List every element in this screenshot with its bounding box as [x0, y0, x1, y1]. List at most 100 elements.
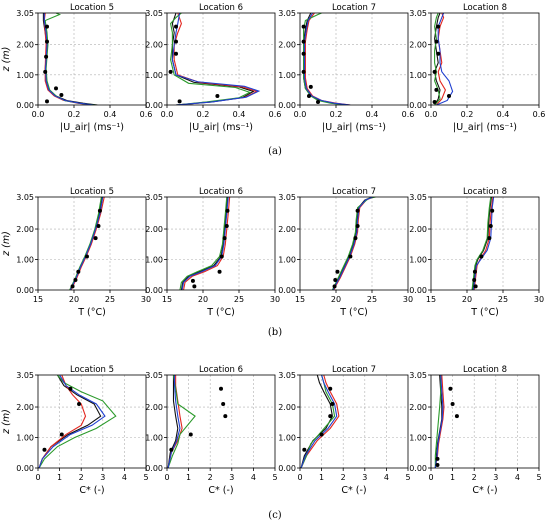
x-tick-label: 4	[515, 473, 520, 482]
axes-frame	[430, 12, 540, 106]
x-tick-label: 15	[426, 295, 436, 304]
y-tick-label: 2.00	[145, 403, 163, 412]
y-tick-label: 3.05	[278, 193, 296, 202]
x-tick-label: 0.0	[161, 110, 174, 119]
x-tick-label: 0.2	[68, 110, 81, 119]
y-tick-label: 0.00	[278, 464, 296, 473]
y-tick-label: 1.00	[278, 256, 296, 265]
series-line-black	[69, 197, 103, 290]
y-tick-label: 3.05	[145, 193, 163, 202]
measured-point	[42, 447, 47, 452]
y-tick-label: 2.00	[16, 225, 34, 234]
series-line-blue	[181, 197, 229, 290]
x-tick-label: 15	[295, 295, 305, 304]
series-line-green	[179, 197, 228, 290]
y-tick-label: 1.00	[16, 434, 34, 443]
x-tick-label: 20	[331, 295, 341, 304]
x-tick-label: 3	[100, 473, 105, 482]
subplot-c-3: Location 7 0 1 2 3 4 5 0.00 1.00 2.00 3.05 C* (-)	[278, 365, 410, 496]
measured-point	[174, 39, 178, 44]
subplot-title: Location 7	[332, 3, 376, 13]
measured-point	[472, 277, 477, 282]
x-tick-label: 0.4	[104, 110, 117, 119]
measured-point	[73, 277, 78, 282]
x-tick-label: 4	[384, 473, 389, 482]
series-line-green	[69, 197, 102, 290]
measured-point	[177, 99, 182, 104]
series-line-red	[473, 197, 494, 290]
measured-point	[59, 93, 64, 98]
x-tick-label: 25	[367, 295, 377, 304]
series-line-blue	[472, 197, 495, 290]
subplot-c-1: Location 5 0 1 2 3 4 5 0.00 1.00 2.00 3.05 C* (-) z …	[1, 365, 149, 496]
measured-point	[301, 39, 306, 44]
x-tick-label: 0.4	[497, 110, 510, 119]
x-tick-label: 0.2	[330, 110, 343, 119]
axes-frame	[166, 12, 276, 106]
x-axis-label: |U_air| (ms⁻¹)	[60, 122, 124, 133]
y-tick-label: 0.00	[16, 286, 34, 295]
measured-point	[45, 99, 49, 104]
axes-frame	[430, 374, 540, 469]
series-line-blue	[300, 375, 338, 468]
y-tick-label: 3.05	[16, 371, 34, 380]
measured-point	[435, 456, 440, 461]
measured-point	[353, 236, 358, 241]
measured-point	[355, 208, 360, 213]
y-tick-label: 1.00	[145, 434, 163, 443]
y-tick-label: 3.05	[16, 9, 34, 18]
y-tick-label: 2.00	[278, 403, 296, 412]
subplot-title: Location 8	[463, 187, 507, 197]
measured-point	[450, 401, 455, 406]
subplot-b-2: Location 6 15 20 25 30 0.00 1.00 2.00 3.05 T (°C)	[145, 187, 280, 318]
measured-point	[54, 86, 58, 91]
x-tick-label: 1	[319, 473, 324, 482]
y-axis-label: z (m)	[1, 409, 12, 435]
x-axis-label: |U_air| (ms⁻¹)	[453, 122, 517, 133]
measured-point	[219, 386, 223, 391]
x-tick-label: 0.6	[533, 110, 546, 119]
measured-point	[432, 69, 437, 74]
measured-point	[70, 284, 75, 289]
measured-point	[432, 99, 437, 104]
measured-point	[174, 24, 178, 29]
measured-point	[301, 51, 306, 56]
measured-point	[168, 69, 173, 74]
axes-frame	[430, 196, 540, 291]
subplot-c-2: Location 60 1 2 3 4 50.001.002.003.05C* (-)	[145, 365, 277, 496]
measured-point	[223, 414, 228, 419]
x-tick-label: 0.6	[140, 110, 153, 119]
y-tick-label: 1.00	[16, 256, 34, 265]
x-tick-label: 25	[105, 295, 115, 304]
x-tick-label: 20	[462, 295, 472, 304]
panel-caption: (c)	[268, 510, 282, 521]
subplot-title: Location 6	[199, 365, 243, 375]
x-axis-label: C* (-)	[472, 485, 497, 496]
subplot-b-4: Location 8 15 20 25 30 0.00 1.00 2.00 3.05 T (°C)	[409, 187, 544, 318]
x-tick-label: 3	[362, 473, 367, 482]
subplot-title: Location 8	[463, 3, 507, 13]
series-line-blue	[436, 13, 454, 105]
measured-point	[473, 284, 478, 289]
measured-point	[45, 24, 49, 29]
y-tick-label: 2.00	[278, 225, 296, 234]
y-tick-label: 1.00	[409, 434, 427, 443]
measured-point	[302, 447, 307, 452]
series-line-green	[167, 375, 196, 468]
y-tick-label: 0.00	[278, 286, 296, 295]
subplot-c-4: Location 8 0 1 2 3 4 5 0.00 1.00 2.00 3.05 C* (-)	[409, 365, 541, 496]
series-line-green	[44, 13, 96, 105]
y-tick-label: 3.05	[145, 371, 163, 380]
measured-point	[487, 236, 492, 241]
measured-point	[217, 269, 222, 274]
x-tick-label: 0.4	[366, 110, 379, 119]
x-tick-label: 1	[57, 473, 62, 482]
measured-point	[96, 223, 101, 228]
measured-point	[328, 414, 333, 419]
y-tick-label: 2.00	[145, 41, 163, 50]
measured-point	[43, 69, 48, 74]
x-tick-label: 0	[297, 473, 302, 482]
measured-point	[472, 269, 477, 274]
x-tick-label: 2	[341, 473, 346, 482]
x-axis-label: T (°C)	[77, 307, 106, 318]
